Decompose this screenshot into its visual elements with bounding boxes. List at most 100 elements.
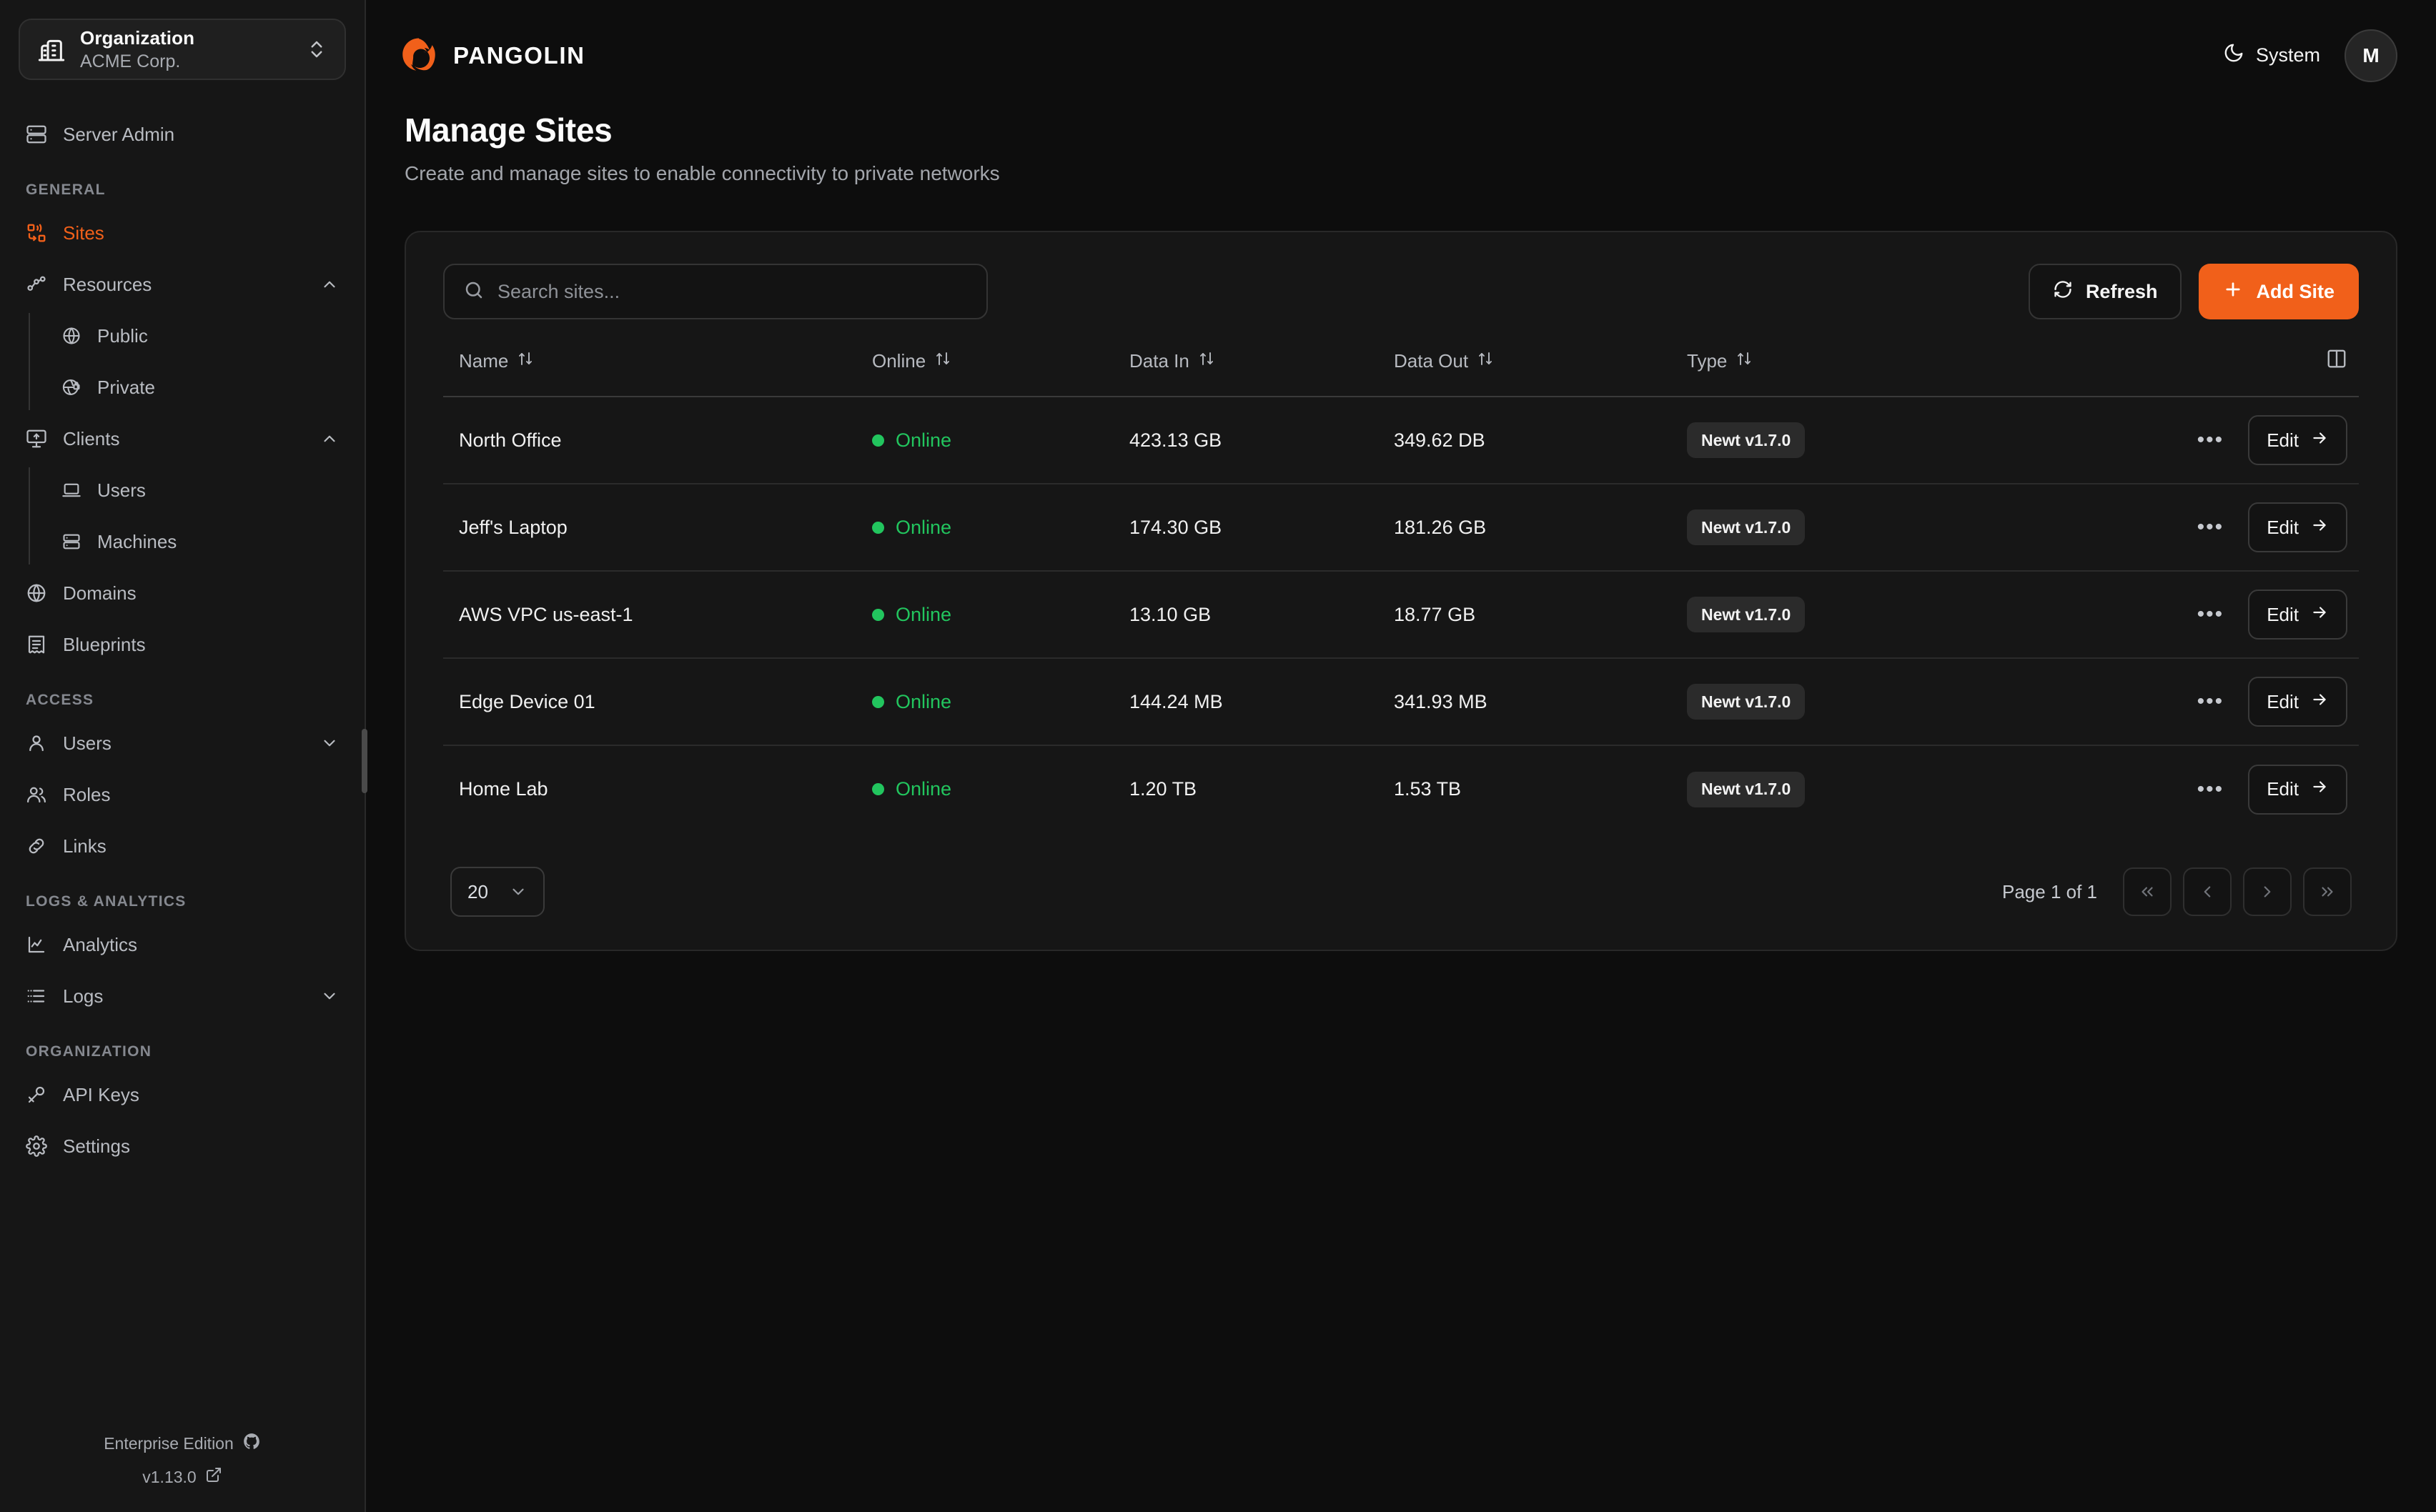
cell-online: Online [872,657,1129,745]
sidebar-item-settings[interactable]: Settings [0,1120,365,1172]
edit-label: Edit [2267,778,2299,800]
version-link[interactable]: v1.13.0 [142,1466,222,1488]
globe-lock-icon [62,379,80,395]
topbar-actions: System M [2223,29,2397,82]
arrow-right-icon [2310,603,2329,627]
sidebar-item-api-keys[interactable]: API Keys [0,1069,365,1120]
sidebar-resize-handle[interactable] [362,729,367,793]
sidebar-item-label: Settings [63,1135,130,1157]
type-badge: Newt v1.7.0 [1687,597,1806,632]
sidebar-item-label: Clients [63,427,120,449]
sites-icon [27,224,46,242]
edit-button[interactable]: Edit [2248,502,2347,552]
sidebar-item-logs[interactable]: Logs [0,970,365,1022]
server-icon [26,125,46,144]
page-title: Manage Sites [405,111,613,149]
edition-link[interactable]: Enterprise Edition [104,1432,261,1455]
chevron-down-icon[interactable] [320,987,339,1005]
table-row[interactable]: AWS VPC us-east-1 Online 13.10 GB 18.77 … [443,570,2359,658]
next-page-button[interactable] [2243,867,2292,916]
ellipsis-icon[interactable]: ••• [2197,777,2224,801]
cell-data-out: 341.93 MB [1394,657,1687,745]
search-input[interactable] [497,280,968,303]
sidebar-item-users-clients[interactable]: Users [29,464,365,516]
edit-button[interactable]: Edit [2248,764,2347,815]
page-size-select[interactable]: 20 [450,867,545,917]
resources-icon [27,276,46,291]
sidebar-section-organization: ORGANIZATION [26,1043,152,1060]
chevron-up-icon[interactable] [320,275,339,294]
column-label: Online [872,350,926,372]
sidebar-item-resources[interactable]: Resources [0,259,365,310]
search-input-wrapper[interactable] [443,264,988,319]
chevron-right-icon [2264,886,2271,897]
add-site-button[interactable]: Add Site [2199,264,2359,319]
sidebar-section-access: ACCESS [26,692,94,708]
organization-switcher[interactable]: Organization ACME Corp. [19,19,346,80]
avatar[interactable]: M [2345,29,2397,82]
sidebar-item-blueprints[interactable]: Blueprints [0,619,365,670]
column-header-data-in[interactable]: Data In [1129,348,1394,397]
sidebar-item-machines[interactable]: Machines [29,516,365,567]
cell-online: Online [872,570,1129,658]
arrow-right-icon [2310,690,2329,714]
sidebar-item-sites[interactable]: Sites [0,207,365,259]
brand[interactable]: PANGOLIN [399,36,585,76]
chevron-up-icon[interactable] [320,429,339,448]
sidebar-item-public[interactable]: Public [29,310,365,362]
prev-page-button[interactable] [2183,867,2232,916]
edit-button[interactable]: Edit [2248,590,2347,640]
table-header-row: Name [443,348,2359,397]
sidebar-item-clients[interactable]: Clients [0,413,365,464]
refresh-label: Refresh [2085,280,2158,302]
page-size-value: 20 [467,880,488,902]
sidebar-item-private[interactable]: Private [29,362,365,413]
edit-button[interactable]: Edit [2248,677,2347,727]
column-header-data-out[interactable]: Data Out [1394,348,1687,397]
table-row[interactable]: Home Lab Online 1.20 TB 1.53 TB [443,745,2359,832]
cell-actions: ••• Edit [1987,745,2359,832]
ellipsis-icon[interactable]: ••• [2197,515,2224,539]
ellipsis-icon[interactable]: ••• [2197,602,2224,626]
sidebar-item-domains[interactable]: Domains [0,567,365,619]
ellipsis-icon[interactable]: ••• [2197,690,2224,713]
last-page-button[interactable] [2303,867,2352,916]
sidebar-item-links[interactable]: Links [0,820,365,872]
ellipsis-icon[interactable]: ••• [2197,428,2224,452]
cell-actions: ••• Edit [1987,483,2359,571]
sidebar-item-label: Private [97,376,155,398]
sidebar-item-analytics[interactable]: Analytics [0,919,365,970]
sites-table: Name [443,348,2359,832]
column-header-online[interactable]: Online [872,348,1129,397]
theme-toggle[interactable]: System [2223,42,2320,69]
table-head: Name [443,348,2359,397]
pagination: 20 Page 1 of 1 [443,867,2359,925]
cell-data-in: 1.20 TB [1129,745,1394,832]
table-row[interactable]: Jeff's Laptop Online 174.30 GB 181.26 GB [443,483,2359,571]
sidebar-item-label: Blueprints [63,633,146,655]
chevron-down-icon[interactable] [320,734,339,752]
status-label: Online [896,516,952,538]
refresh-button[interactable]: Refresh [2028,264,2182,319]
sidebar-item-server-admin[interactable]: Server Admin [0,109,365,160]
sidebar-item-users[interactable]: Users [0,717,365,769]
chevron-down-icon [509,882,528,901]
laptop-icon [62,483,81,497]
cell-data-out: 349.62 DB [1394,396,1687,484]
first-page-button[interactable] [2123,867,2172,916]
chart-line-icon [28,936,45,953]
column-header-name[interactable]: Name [443,348,872,397]
sidebar: Organization ACME Corp. Server Admin GEN… [0,0,367,1512]
panel-columns-icon[interactable] [2326,348,2347,374]
column-header-type[interactable]: Type [1687,348,1987,397]
status-dot-icon [872,695,884,708]
sidebar-item-label: Links [63,835,107,857]
edit-button[interactable]: Edit [2248,415,2347,465]
type-badge: Newt v1.7.0 [1687,509,1806,545]
table-row[interactable]: Edge Device 01 Online 144.24 MB 341.93 M… [443,657,2359,745]
cell-name: Jeff's Laptop [443,483,872,571]
sidebar-item-roles[interactable]: Roles [0,769,365,820]
version-label: v1.13.0 [142,1467,197,1486]
table-row[interactable]: North Office Online 423.13 GB 349.62 DB [443,396,2359,484]
